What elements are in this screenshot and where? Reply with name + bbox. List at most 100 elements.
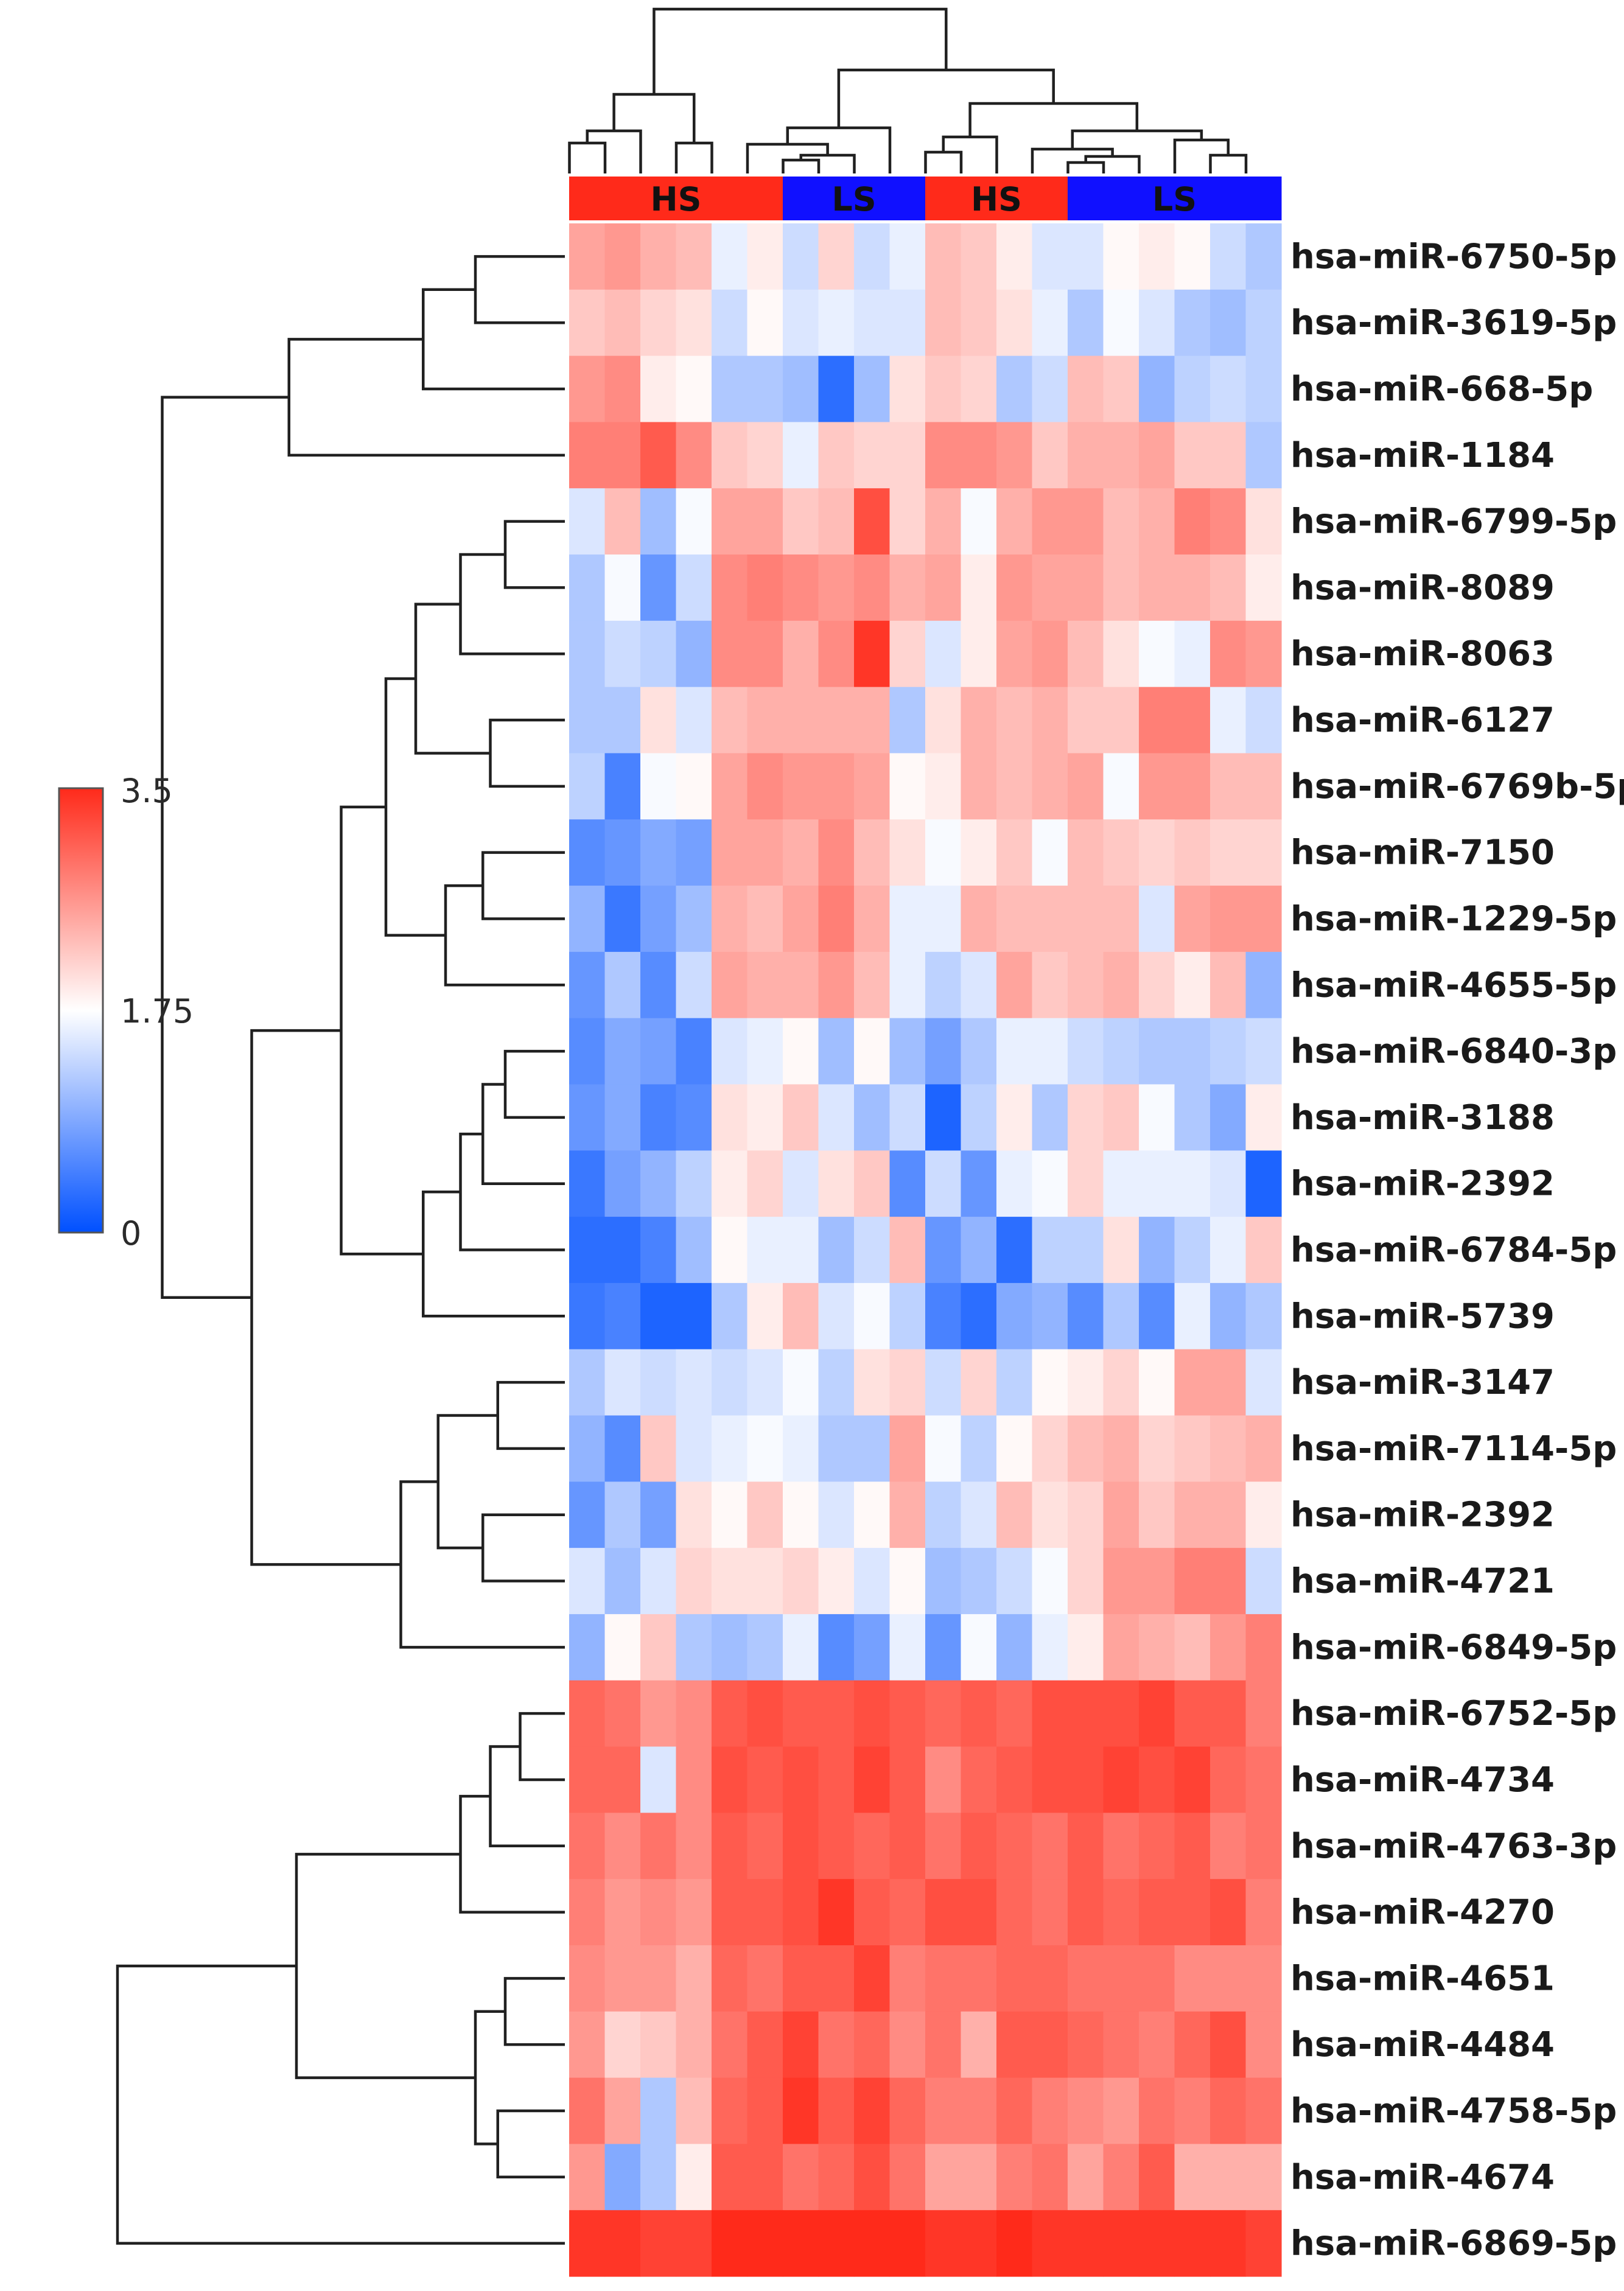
heatmap-cell	[676, 2210, 712, 2277]
heatmap-cell	[1068, 2144, 1104, 2211]
heatmap-cell	[889, 1150, 926, 1217]
heatmap-cell	[783, 355, 819, 423]
heatmap-cell	[783, 886, 819, 953]
heatmap-cell	[604, 289, 641, 357]
heatmap-cell	[1103, 1680, 1139, 1747]
heatmap-cell	[569, 753, 606, 820]
heatmap-cell	[640, 1217, 677, 1284]
heatmap-cell	[1139, 620, 1175, 688]
heatmap-cell	[1032, 1349, 1068, 1416]
heatmap-cell	[747, 1746, 783, 1813]
heatmap-cell	[889, 1813, 926, 1880]
heatmap-cell	[569, 554, 606, 621]
heatmap-cell	[1139, 1415, 1175, 1482]
heatmap-cell	[1032, 620, 1068, 688]
row-label: hsa-miR-5739	[1290, 1296, 1555, 1336]
heatmap-cell	[1245, 2144, 1282, 2211]
heatmap-cell	[961, 1217, 997, 1284]
heatmap-cell	[1068, 1349, 1104, 1416]
heatmap-cell	[1139, 2144, 1175, 2211]
heatmap-cell	[889, 1349, 926, 1416]
heatmap-cell	[1139, 753, 1175, 820]
dendrogram-branch	[414, 603, 491, 755]
heatmap-cell	[925, 819, 962, 886]
heatmap-cell	[604, 2144, 641, 2211]
heatmap-cell	[1032, 2011, 1068, 2079]
heatmap-cell	[783, 2144, 819, 2211]
heatmap-cell	[818, 1018, 855, 1085]
heatmap-cell	[925, 355, 962, 423]
heatmap-cell	[818, 2077, 855, 2144]
heatmap-cell	[604, 1680, 641, 1747]
heatmap-cell	[1174, 951, 1211, 1019]
heatmap-cell	[783, 1084, 819, 1151]
row-label: hsa-miR-3619-5p	[1290, 303, 1617, 343]
heatmap-cell	[1245, 2210, 1282, 2277]
row-label: hsa-miR-4758-5p	[1290, 2091, 1617, 2131]
heatmap-cell	[961, 422, 997, 489]
heatmap-cell	[783, 1481, 819, 1548]
heatmap-cell	[889, 1018, 926, 1085]
heatmap-cell	[712, 1548, 748, 1615]
heatmap-cell	[818, 1415, 855, 1482]
heatmap-cell	[889, 620, 926, 688]
heatmap-cell	[925, 1415, 962, 1482]
heatmap-cell	[854, 886, 891, 953]
heatmap-cell	[925, 620, 962, 688]
heatmap-cell	[889, 422, 926, 489]
heatmap-cell	[961, 2210, 997, 2277]
dendrogram-branch	[474, 255, 565, 324]
heatmap-cell	[712, 753, 748, 820]
dendrogram-branch	[422, 1191, 565, 1318]
heatmap-cell	[1032, 1018, 1068, 1085]
heatmap-cell	[961, 886, 997, 953]
heatmap-cell	[676, 1018, 712, 1085]
heatmap-cell	[747, 819, 783, 886]
column-dendrogram	[568, 7, 1248, 173]
heatmap-cell	[818, 951, 855, 1019]
dendrogram-branch	[786, 126, 892, 173]
heatmap-cell	[854, 1481, 891, 1548]
heatmap-cell	[569, 2077, 606, 2144]
heatmap-cell	[1032, 951, 1068, 1019]
heatmap-cell	[783, 1680, 819, 1747]
heatmap-cell	[996, 488, 1033, 555]
heatmap-cell	[1103, 289, 1139, 357]
heatmap-cell	[604, 1217, 641, 1284]
heatmap-cell	[889, 1084, 926, 1151]
heatmap-cell	[676, 687, 712, 754]
heatmap-cell	[1174, 355, 1211, 423]
heatmap-cell	[1103, 1813, 1139, 1880]
heatmap-cell	[854, 1150, 891, 1217]
heatmap-cell	[889, 1217, 926, 1284]
heatmap-cell	[640, 554, 677, 621]
heatmap-cell	[676, 2077, 712, 2144]
dendrogram-branch	[340, 805, 424, 1256]
heatmap-cell	[747, 1879, 783, 1946]
heatmap-cell	[569, 1349, 606, 1416]
heatmap-cell	[1068, 2077, 1104, 2144]
heatmap-cell	[1139, 1481, 1175, 1548]
heatmap-cell	[1174, 1349, 1211, 1416]
dendrogram-branch	[287, 338, 565, 457]
heatmap-cell	[1210, 951, 1247, 1019]
row-label: hsa-miR-4721	[1290, 1562, 1555, 1601]
heatmap-cell	[604, 488, 641, 555]
heatmap-cell	[604, 1282, 641, 1350]
heatmap-cell	[747, 2077, 783, 2144]
heatmap-cell	[925, 1614, 962, 1681]
heatmap-cell	[1174, 1548, 1211, 1615]
heatmap-cell	[854, 951, 891, 1019]
heatmap-cell	[889, 289, 926, 357]
heatmap-cell	[1210, 1945, 1247, 2012]
heatmap-cell	[1068, 2011, 1104, 2079]
heatmap-cell	[996, 554, 1033, 621]
heatmap-cell	[712, 2011, 748, 2079]
heatmap-cell	[996, 1945, 1033, 2012]
heatmap-cell	[1032, 422, 1068, 489]
heatmap-cell	[818, 819, 855, 886]
heatmap-cell	[925, 1217, 962, 1284]
heatmap-cell	[1103, 620, 1139, 688]
heatmap-cell	[818, 1481, 855, 1548]
heatmap-cell	[1174, 488, 1211, 555]
